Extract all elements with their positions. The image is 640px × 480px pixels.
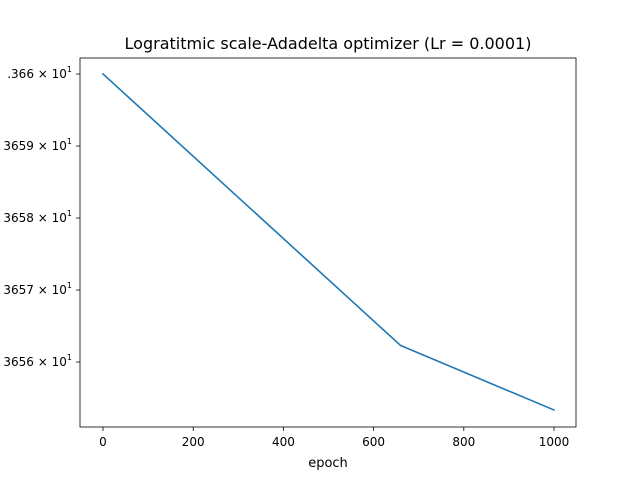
- y-tick-label-1: 3659 × 101: [3, 137, 72, 153]
- x-tick-label-2: 400: [272, 435, 295, 449]
- y-tick-label-3: 3657 × 101: [3, 281, 72, 297]
- plot-area: 0 200 400 600 800 1000 .366 × 101 3659 × 101 365…: [3, 57, 577, 449]
- x-tick-label-4: 800: [452, 435, 475, 449]
- x-axis-label: epoch: [308, 456, 348, 471]
- y-tick-label-0: .366 × 101: [7, 65, 72, 81]
- series-line-0: [101, 72, 556, 412]
- plot-frame: [79, 57, 577, 428]
- y-tick-label-4: 3656 × 101: [3, 353, 72, 369]
- chart-title: Logratitmic scale-Adadelta optimizer (Lr…: [125, 34, 532, 53]
- x-tick-label-5: 1000: [539, 435, 570, 449]
- y-tick-label-2: 3658 × 101: [3, 209, 72, 225]
- x-tick-label-0: 0: [99, 435, 107, 449]
- x-tick-label-3: 600: [362, 435, 385, 449]
- x-tick-label-1: 200: [182, 435, 205, 449]
